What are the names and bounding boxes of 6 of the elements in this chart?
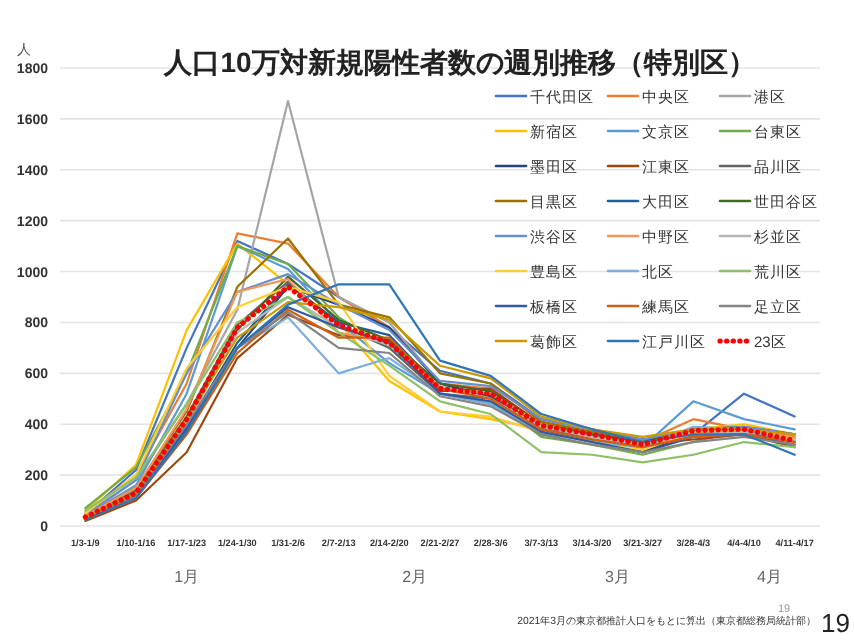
text: 1月 bbox=[174, 568, 200, 586]
chart-title: 人口10万対新規陽性者数の週別推移（特別区） bbox=[162, 46, 756, 78]
text: 4月 bbox=[756, 568, 782, 586]
text: 19 bbox=[821, 608, 850, 638]
text: 3月 bbox=[604, 568, 630, 586]
text: 2月 bbox=[402, 568, 428, 586]
